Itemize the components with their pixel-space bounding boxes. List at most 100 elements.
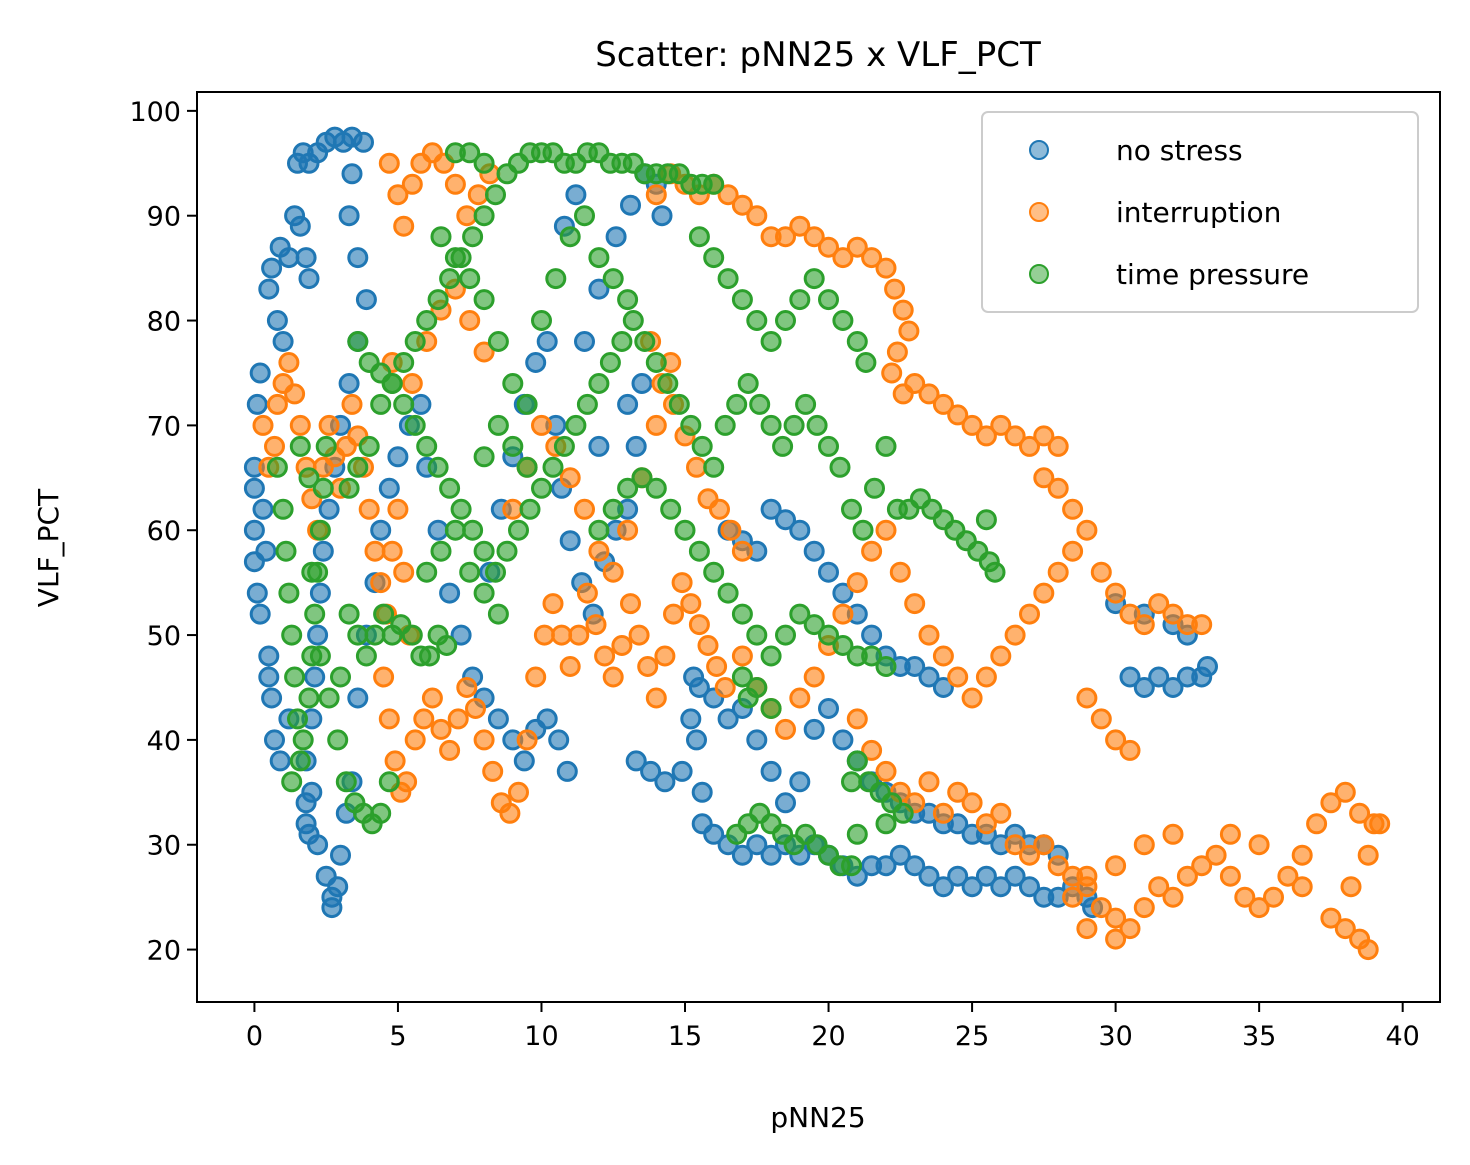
data-point: [439, 582, 461, 604]
data-point: [1105, 729, 1127, 751]
data-point: [516, 456, 538, 478]
data-point: [496, 540, 518, 562]
legend-marker-interruption: [1029, 202, 1049, 222]
data-point: [746, 624, 768, 646]
data-point: [875, 656, 897, 677]
data-point: [338, 205, 360, 227]
data-point: [671, 760, 693, 782]
data-point: [381, 373, 403, 394]
data-point: [686, 456, 707, 478]
data-point: [1162, 823, 1184, 845]
data-point: [1033, 467, 1055, 489]
data-point: [904, 593, 926, 615]
data-point: [487, 414, 509, 436]
data-point: [904, 656, 926, 677]
data-point: [749, 393, 771, 415]
data-point: [1162, 603, 1184, 625]
data-point: [1133, 834, 1155, 856]
data-point: [499, 802, 521, 824]
data-point: [307, 624, 329, 646]
data-point: [975, 813, 997, 835]
data-point: [1133, 614, 1155, 636]
data-point: [645, 352, 667, 373]
data-point: [746, 310, 768, 331]
data-point: [588, 278, 610, 300]
data-point: [278, 247, 300, 269]
data-point: [533, 624, 555, 646]
data-point: [436, 635, 458, 656]
data-point: [846, 750, 868, 772]
data-point: [261, 257, 283, 279]
x-tick-label: 40: [1386, 1021, 1420, 1052]
data-point: [502, 435, 524, 457]
data-point: [832, 310, 854, 331]
data-point: [456, 205, 478, 227]
x-axis-ticks: 0 5 10 15 20 25 30 35 40: [246, 1002, 1420, 1052]
data-point: [1004, 834, 1026, 856]
data-point: [519, 498, 541, 520]
data-point: [691, 435, 713, 457]
legend-box: [981, 111, 1419, 313]
data-point: [686, 729, 707, 751]
data-point: [1248, 834, 1270, 856]
data-point: [355, 645, 377, 667]
data-point: [330, 844, 351, 866]
data-point: [1076, 519, 1098, 541]
data-point: [551, 624, 573, 646]
data-point: [861, 247, 883, 269]
data-point: [703, 247, 725, 269]
x-tick-label: 0: [246, 1021, 263, 1052]
data-point: [467, 184, 489, 206]
data-point: [789, 519, 811, 541]
data-point: [975, 425, 997, 447]
data-point: [803, 666, 825, 688]
y-tick-label: 60: [147, 516, 181, 547]
data-point: [427, 519, 449, 541]
data-point: [525, 352, 547, 373]
data-point: [703, 456, 725, 478]
data-point: [393, 393, 415, 415]
data-point: [266, 393, 288, 415]
data-point: [731, 194, 753, 216]
data-point: [258, 666, 280, 688]
data-point: [1119, 918, 1141, 940]
data-point: [1357, 939, 1379, 961]
data-point: [886, 341, 908, 363]
data-point: [289, 215, 311, 237]
data-point: [1234, 886, 1256, 908]
data-point: [508, 519, 529, 541]
data-point: [1047, 477, 1069, 499]
data-point: [246, 393, 268, 415]
data-point: [611, 635, 633, 656]
data-point: [588, 519, 610, 541]
x-tick-label: 35: [1242, 1021, 1276, 1052]
data-point: [576, 582, 598, 604]
data-point: [737, 373, 759, 394]
data-point: [625, 435, 647, 457]
data-point: [932, 677, 954, 698]
data-point: [795, 393, 817, 415]
data-point: [832, 729, 854, 751]
legend: no stress interruption time pressure: [981, 111, 1419, 313]
data-point: [373, 666, 395, 688]
x-tick-label: 20: [811, 1021, 845, 1052]
data-point: [889, 844, 911, 866]
data-point: [347, 456, 369, 478]
data-point: [387, 498, 409, 520]
data-point: [416, 435, 438, 457]
data-point: [961, 414, 983, 436]
data-point: [775, 509, 796, 531]
data-point: [347, 247, 369, 269]
data-point: [416, 561, 438, 583]
data-point: [459, 142, 481, 164]
data-point: [281, 771, 303, 793]
data-point: [645, 477, 667, 499]
data-point: [789, 771, 811, 793]
data-point: [487, 331, 509, 352]
data-point: [358, 435, 380, 457]
data-point: [1004, 425, 1026, 447]
data-point: [243, 519, 265, 541]
data-point: [875, 760, 897, 782]
data-point: [387, 184, 409, 206]
data-point: [588, 435, 610, 457]
